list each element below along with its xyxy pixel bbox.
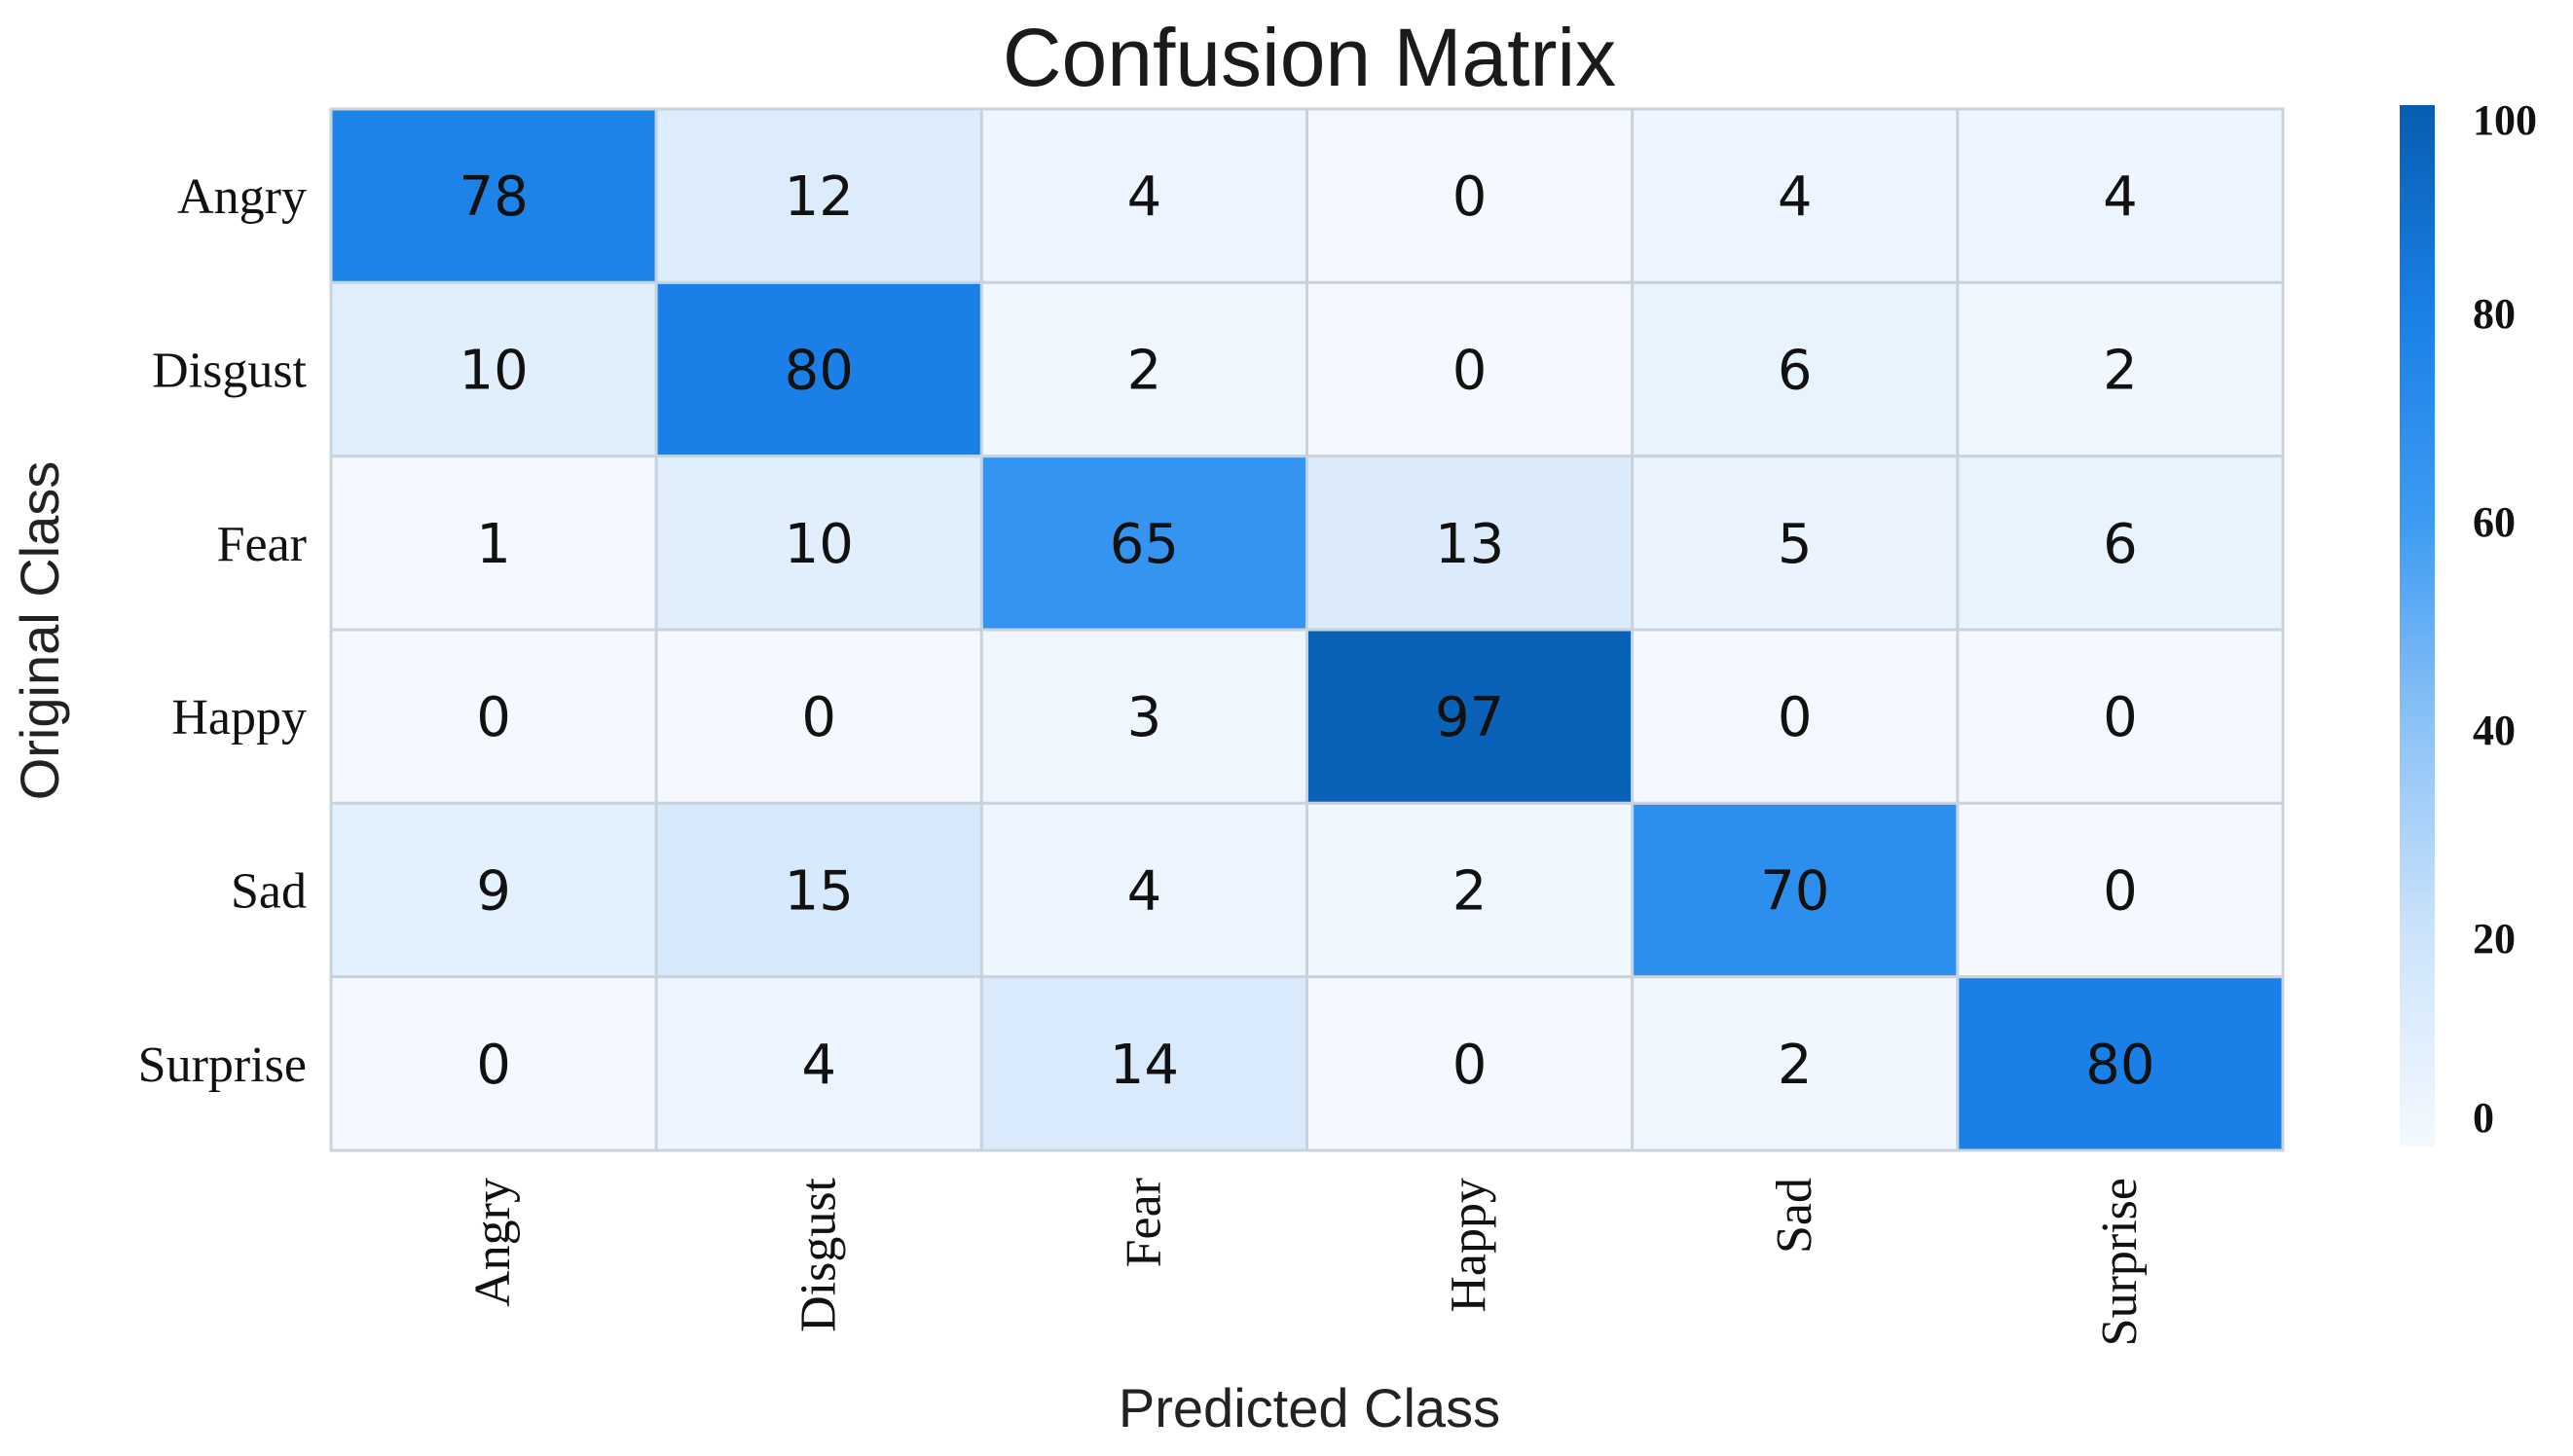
heatmap-cells: 78 12 4 0 4 4 10 80 2 0 6 2 1 10 65 13 5 6 0 0 3 97 0 0 9 15 4 2 70 0…	[329, 107, 2285, 1152]
heatmap-cell	[654, 628, 983, 805]
heatmap-cell	[1956, 107, 2285, 284]
cell-value-label: 6	[1778, 340, 1813, 403]
heatmap-cell	[979, 107, 1308, 284]
heatmap-cell	[1631, 455, 1960, 632]
cell-value-label: 65	[1110, 513, 1179, 576]
cell-value-label: 3	[1127, 686, 1162, 749]
cell-value-label: 9	[476, 860, 511, 924]
colorbar-tick-label: 40	[2473, 707, 2516, 754]
colorbar-ticks: 100 80 60 40 20 0	[2473, 96, 2537, 1142]
cell-value-label: 0	[476, 1034, 511, 1097]
heatmap-cell	[654, 107, 983, 284]
cell-value-label: 2	[2103, 340, 2138, 403]
heatmap-cell	[1305, 280, 1635, 458]
heatmap-cell	[979, 628, 1308, 805]
row-label: Disgust	[152, 344, 307, 399]
column-label: Disgust	[790, 1177, 846, 1331]
cell-value-label: 4	[2103, 165, 2138, 229]
row-label: Fear	[217, 517, 307, 572]
cell-value-label: 97	[1435, 686, 1504, 749]
cell-value-label: 0	[1452, 1034, 1488, 1097]
colorbar-tick-label: 0	[2473, 1094, 2494, 1142]
heatmap-cell	[329, 455, 658, 632]
heatmap-cell	[329, 628, 658, 805]
colorbar-tick-label: 60	[2473, 498, 2516, 546]
colorbar	[2400, 105, 2435, 1147]
cell-value-label: 10	[459, 340, 528, 403]
heatmap-cell	[654, 280, 983, 458]
heatmap-cell	[1305, 628, 1635, 805]
heatmap-cell	[1956, 628, 2285, 805]
y-axis-title: Original Class	[9, 461, 70, 801]
cell-value-label: 6	[2103, 513, 2138, 576]
cell-value-label: 0	[476, 686, 511, 749]
heatmap-cell	[1631, 107, 1960, 284]
heatmap-cell	[1631, 628, 1960, 805]
cell-value-label: 12	[785, 165, 854, 229]
cell-value-label: 2	[1127, 340, 1162, 403]
cell-value-label: 4	[1127, 860, 1162, 924]
cell-value-label: 1	[476, 513, 511, 576]
cell-value-label: 80	[2085, 1034, 2154, 1097]
heatmap-cell	[1956, 280, 2285, 458]
heatmap-cell	[329, 975, 658, 1152]
row-labels: Angry Disgust Fear Happy Sad Surprise	[138, 169, 308, 1093]
column-label: Happy	[1442, 1178, 1497, 1313]
cell-value-label: 0	[1778, 686, 1813, 749]
cell-value-label: 70	[1760, 860, 1829, 924]
cell-value-label: 5	[1778, 513, 1813, 576]
heatmap-cell	[1956, 801, 2285, 979]
cell-value-label: 78	[459, 165, 528, 229]
x-axis-title: Predicted Class	[1119, 1377, 1500, 1438]
cell-value-label: 0	[801, 686, 836, 749]
cell-value-label: 4	[801, 1034, 836, 1097]
heatmap-cell	[1956, 455, 2285, 632]
row-label: Surprise	[138, 1037, 307, 1093]
column-label: Fear	[1116, 1178, 1171, 1267]
cell-value-label: 0	[2103, 686, 2138, 749]
cell-value-label: 0	[1452, 165, 1488, 229]
column-label: Angry	[465, 1178, 521, 1307]
heatmap-cell	[329, 801, 658, 979]
colorbar-tick-label: 80	[2473, 290, 2516, 338]
heatmap-cell	[1956, 975, 2285, 1152]
heatmap-cell	[1305, 107, 1635, 284]
cell-value-label: 0	[1452, 340, 1488, 403]
heatmap-cell	[1631, 975, 1960, 1152]
cell-value-label: 4	[1127, 165, 1162, 229]
column-label: Sad	[1767, 1178, 1822, 1254]
heatmap-cell	[1631, 801, 1960, 979]
cell-value-label: 2	[1778, 1034, 1813, 1097]
heatmap-cell	[1305, 975, 1635, 1152]
heatmap-cell	[979, 801, 1308, 979]
cell-value-label: 80	[785, 340, 854, 403]
chart-title: Confusion Matrix	[1003, 12, 1616, 103]
row-label: Happy	[171, 690, 307, 746]
row-label: Angry	[177, 169, 307, 225]
heatmap-cell	[1305, 801, 1635, 979]
cell-value-label: 15	[785, 860, 854, 924]
heatmap-cell	[654, 455, 983, 632]
cell-value-label: 2	[1452, 860, 1488, 924]
colorbar-tick-label: 100	[2473, 96, 2537, 144]
column-labels: Angry Disgust Fear Happy Sad Surprise	[465, 1177, 2148, 1346]
colorbar-tick-label: 20	[2473, 915, 2516, 963]
cell-value-label: 4	[1778, 165, 1813, 229]
row-label: Sad	[231, 864, 307, 920]
cell-value-label: 14	[1110, 1034, 1179, 1097]
heatmap-cell	[329, 107, 658, 284]
cell-value-label: 13	[1435, 513, 1504, 576]
column-label: Surprise	[2092, 1178, 2148, 1346]
cell-value-label: 10	[785, 513, 854, 576]
cell-value-label: 0	[2103, 860, 2138, 924]
heatmap-cell	[1305, 455, 1635, 632]
